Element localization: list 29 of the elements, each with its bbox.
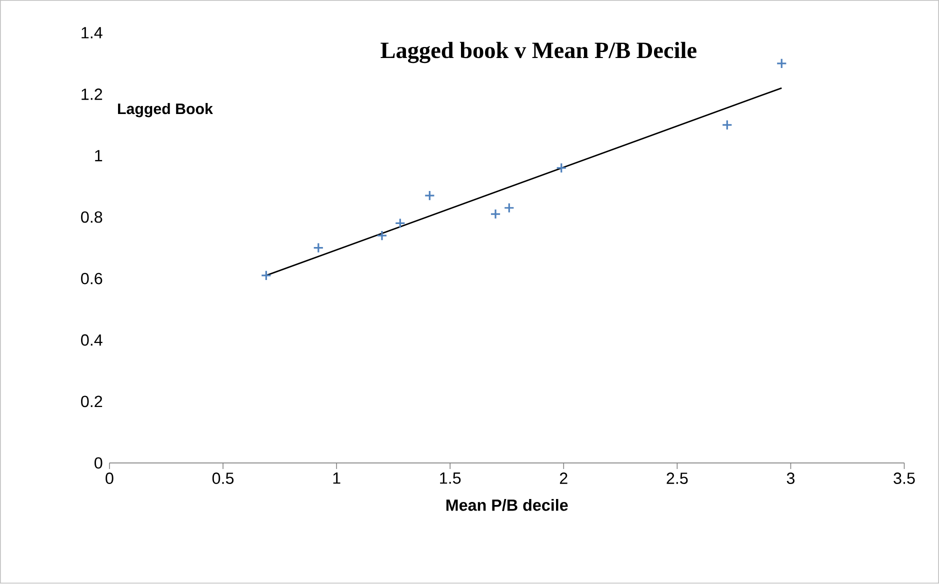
y-tick-label: 0.2 [81,396,102,408]
x-tick-label: 3.5 [894,472,915,484]
x-tick-label: 2 [560,472,568,484]
point [556,162,567,174]
y-tick-label: 1 [95,150,102,162]
point [424,190,436,202]
point [490,208,501,220]
chart-title: Lagged book v Mean P/B Decile [380,42,696,64]
y-tick-label: 0.4 [81,334,102,346]
x-tick-label: 1 [333,472,340,484]
y-tick-label: 1.4 [82,27,102,39]
x-tick-label: 0.5 [212,472,234,484]
point [504,202,514,214]
y-tick-label: 1.2 [82,88,102,100]
point [313,242,324,254]
x-tick-label: 3 [786,472,794,484]
point [260,270,272,282]
x-axis-title: Mean P/B decile [446,499,568,512]
y-tick-label: 0.8 [81,212,102,224]
point [394,218,406,229]
point [376,230,388,242]
point [776,58,787,70]
y-tick-label: 0 [94,457,102,469]
x-tick-label: 0 [106,472,114,484]
x-tick-label: 2.5 [666,472,688,484]
point [722,120,732,131]
y-tick-label: 0.6 [81,273,102,285]
x-tick-label: 1.5 [440,472,461,484]
y-axis-title: Lagged Book [118,103,213,118]
